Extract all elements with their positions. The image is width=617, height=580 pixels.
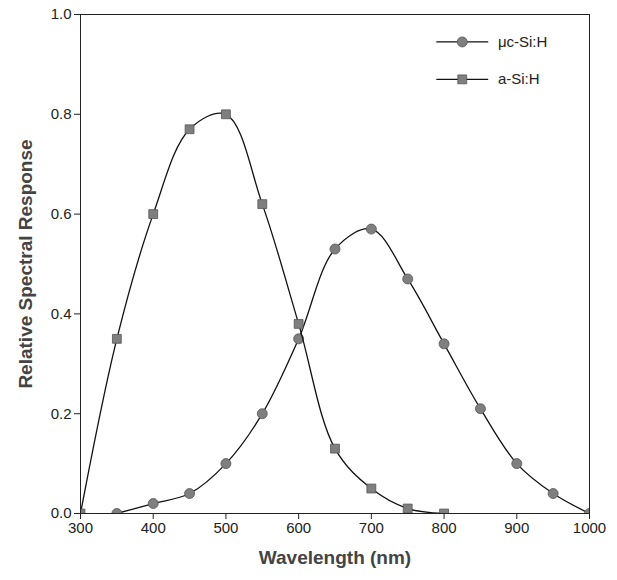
svg-text:Relative Spectral Response: Relative Spectral Response — [15, 139, 36, 388]
svg-text:0.0: 0.0 — [50, 504, 72, 522]
svg-text:400: 400 — [141, 519, 166, 536]
svg-text:500: 500 — [213, 519, 238, 536]
svg-text:μc-Si:H: μc-Si:H — [498, 33, 547, 50]
svg-text:900: 900 — [504, 519, 529, 536]
svg-text:0.2: 0.2 — [51, 405, 72, 422]
svg-text:700: 700 — [359, 519, 384, 536]
svg-text:0.4: 0.4 — [51, 305, 72, 322]
svg-text:1.0: 1.0 — [51, 5, 72, 22]
svg-text:0.8: 0.8 — [51, 105, 72, 122]
svg-text:Wavelength (nm): Wavelength (nm) — [259, 547, 411, 568]
svg-text:800: 800 — [432, 519, 457, 536]
svg-text:a-Si:H: a-Si:H — [498, 70, 540, 87]
svg-text:600: 600 — [286, 519, 311, 536]
svg-text:300: 300 — [68, 519, 93, 536]
svg-text:0.6: 0.6 — [51, 205, 72, 222]
svg-text:1000: 1000 — [573, 519, 606, 536]
